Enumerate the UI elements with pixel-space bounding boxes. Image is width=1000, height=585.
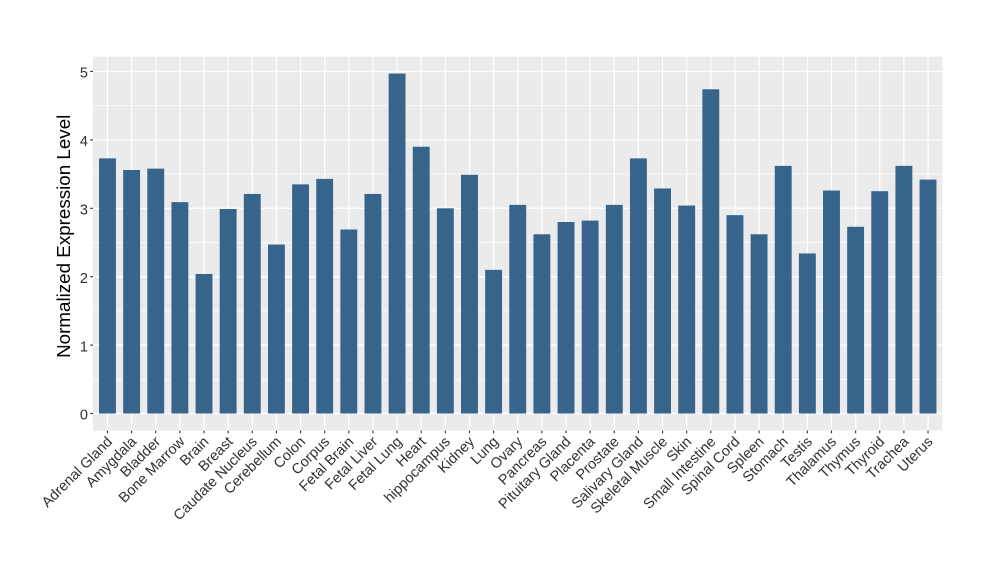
svg-text:1: 1: [80, 339, 88, 355]
svg-text:2: 2: [80, 271, 88, 287]
svg-text:Normalized Expression Level: Normalized Expression Level: [53, 115, 74, 358]
svg-text:4: 4: [80, 134, 88, 150]
svg-text:5: 5: [80, 66, 88, 82]
svg-text:3: 3: [80, 203, 88, 219]
svg-text:0: 0: [80, 408, 88, 424]
